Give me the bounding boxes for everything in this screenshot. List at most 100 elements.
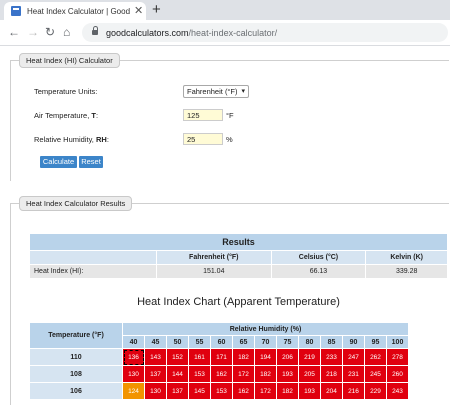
temperature-label: Air Temperature, T: — [34, 111, 99, 120]
chart-cell: 231 — [342, 365, 365, 383]
url-text: goodcalculators.com/heat-index-calculato… — [106, 27, 278, 38]
chart-cell: 136 — [122, 348, 145, 366]
rh-header-cell: 50 — [166, 335, 189, 349]
rh-header-cell: 70 — [254, 335, 277, 349]
calculator-legend: Heat Index (HI) Calculator — [19, 53, 120, 68]
chart-cell: 216 — [342, 382, 365, 400]
rh-header-cell: 60 — [210, 335, 233, 349]
back-icon[interactable]: ← — [8, 25, 20, 39]
new-tab-icon[interactable]: + — [152, 1, 161, 18]
tab-title: Heat Index Calculator | Good Calc — [27, 6, 132, 16]
chart-cell: 152 — [166, 348, 189, 366]
humidity-unit: % — [226, 135, 233, 144]
temperature-input[interactable]: 125 — [183, 109, 223, 121]
chart-cell: 130 — [144, 382, 167, 400]
chart-cell: 262 — [364, 348, 387, 366]
value-kelvin: 339.28 — [365, 264, 448, 279]
units-selected-value: Fahrenheit (°F) — [187, 87, 238, 96]
rh-header-cell: 90 — [342, 335, 365, 349]
address-toolbar: ← → ↻ ⌂ goodcalculators.com/heat-index-c… — [0, 20, 450, 46]
value-fahrenheit: 151.04 — [156, 264, 272, 279]
chart-cell: 247 — [342, 348, 365, 366]
col-kelvin: Kelvin (K) — [365, 250, 448, 265]
chart-cell: 206 — [276, 348, 299, 366]
close-tab-icon[interactable]: ✕ — [134, 4, 144, 17]
rh-header-cell: 65 — [232, 335, 255, 349]
chart-cell: 144 — [166, 365, 189, 383]
chart-cell: 229 — [364, 382, 387, 400]
reload-icon[interactable]: ↻ — [45, 25, 56, 39]
browser-tab-bar: Heat Index Calculator | Good Calc ✕ + — [0, 0, 450, 20]
rh-header-cell: 45 — [144, 335, 167, 349]
results-section: Heat Index Calculator Results — [10, 196, 449, 405]
chart-cell: 278 — [386, 348, 409, 366]
heat-index-row-label: Heat Index (HI): — [29, 264, 157, 279]
chart-cell: 182 — [232, 348, 255, 366]
chart-cell: 182 — [254, 365, 277, 383]
chart-cell: 194 — [254, 348, 277, 366]
chart-cell: 143 — [144, 348, 167, 366]
heat-index-chart-title: Heat Index Chart (Apparent Temperature) — [137, 296, 340, 308]
lock-icon — [92, 26, 98, 35]
humidity-label: Relative Humidity, RH: — [34, 135, 109, 144]
rh-header-cell: 85 — [320, 335, 343, 349]
rh-header-cell: 40 — [122, 335, 145, 349]
chart-cell: 162 — [232, 382, 255, 400]
units-label: Temperature Units: — [34, 87, 98, 96]
chart-cell: 245 — [364, 365, 387, 383]
calculate-button[interactable]: Calculate — [40, 156, 77, 168]
browser-tab[interactable]: Heat Index Calculator | Good Calc ✕ — [4, 2, 146, 20]
chart-cell: 205 — [298, 365, 321, 383]
temperature-column-header: Temperature (°F) — [29, 322, 123, 349]
chart-row-temperature: 106 — [29, 382, 123, 400]
url-bar[interactable]: goodcalculators.com/heat-index-calculato… — [82, 23, 448, 42]
chart-cell: 243 — [386, 382, 409, 400]
results-title: Results — [29, 233, 448, 251]
chart-row: 110 136 143 152 161 171 182 194 206 219 233 247 262 2… — [29, 348, 409, 366]
rh-header-cell: 55 — [188, 335, 211, 349]
rh-header-cell: 95 — [364, 335, 387, 349]
temperature-unit: °F — [226, 111, 234, 120]
chart-row-temperature: 110 — [29, 348, 123, 366]
rh-header-cell: 80 — [298, 335, 321, 349]
chart-cell: 218 — [320, 365, 343, 383]
chart-cell: 161 — [188, 348, 211, 366]
chart-cell: 171 — [210, 348, 233, 366]
calculator-favicon-icon — [11, 6, 21, 16]
results-legend: Heat Index Calculator Results — [19, 196, 133, 211]
results-table: Results Fahrenheit (°F) Celsius (°C) Kel… — [29, 233, 448, 279]
humidity-input[interactable]: 25 — [183, 133, 223, 145]
reset-button[interactable]: Reset — [79, 156, 103, 168]
chart-cell: 162 — [210, 365, 233, 383]
chart-cell: 137 — [144, 365, 167, 383]
chart-cell: 219 — [298, 348, 321, 366]
humidity-group-header: Relative Humidity (%) — [122, 322, 409, 336]
chart-cell: 193 — [276, 365, 299, 383]
chart-row: 108 130 137 144 153 162 172 182 193 205 218 231 245 2… — [29, 365, 409, 383]
chart-cell: 182 — [276, 382, 299, 400]
heat-index-chart-table: Temperature (°F) Relative Humidity (%) 4… — [29, 322, 409, 400]
chart-cell: 145 — [188, 382, 211, 400]
chevron-down-icon: ▾ — [241, 88, 245, 95]
chart-cell: 137 — [166, 382, 189, 400]
chart-cell: 204 — [320, 382, 343, 400]
chart-cell: 153 — [210, 382, 233, 400]
chart-cell: 124 — [122, 382, 145, 400]
chart-cell: 172 — [254, 382, 277, 400]
results-empty-header — [29, 250, 157, 265]
calculator-section: Heat Index (HI) Calculator — [10, 53, 449, 181]
forward-icon[interactable]: → — [27, 25, 39, 39]
col-celsius: Celsius (°C) — [270, 250, 367, 265]
chart-cell: 193 — [298, 382, 321, 400]
chart-cell: 130 — [122, 365, 145, 383]
chart-row: 106 124 130 137 145 153 162 172 182 193 204 216 229 2… — [29, 382, 409, 400]
chart-row-temperature: 108 — [29, 365, 123, 383]
home-icon[interactable]: ⌂ — [63, 25, 71, 39]
chart-cell: 233 — [320, 348, 343, 366]
value-celsius: 66.13 — [270, 264, 367, 279]
chart-cell: 260 — [386, 365, 409, 383]
rh-header-cell: 100 — [386, 335, 409, 349]
chart-cell: 172 — [232, 365, 255, 383]
units-select[interactable]: Fahrenheit (°F) ▾ — [183, 85, 249, 98]
rh-header-cell: 75 — [276, 335, 299, 349]
